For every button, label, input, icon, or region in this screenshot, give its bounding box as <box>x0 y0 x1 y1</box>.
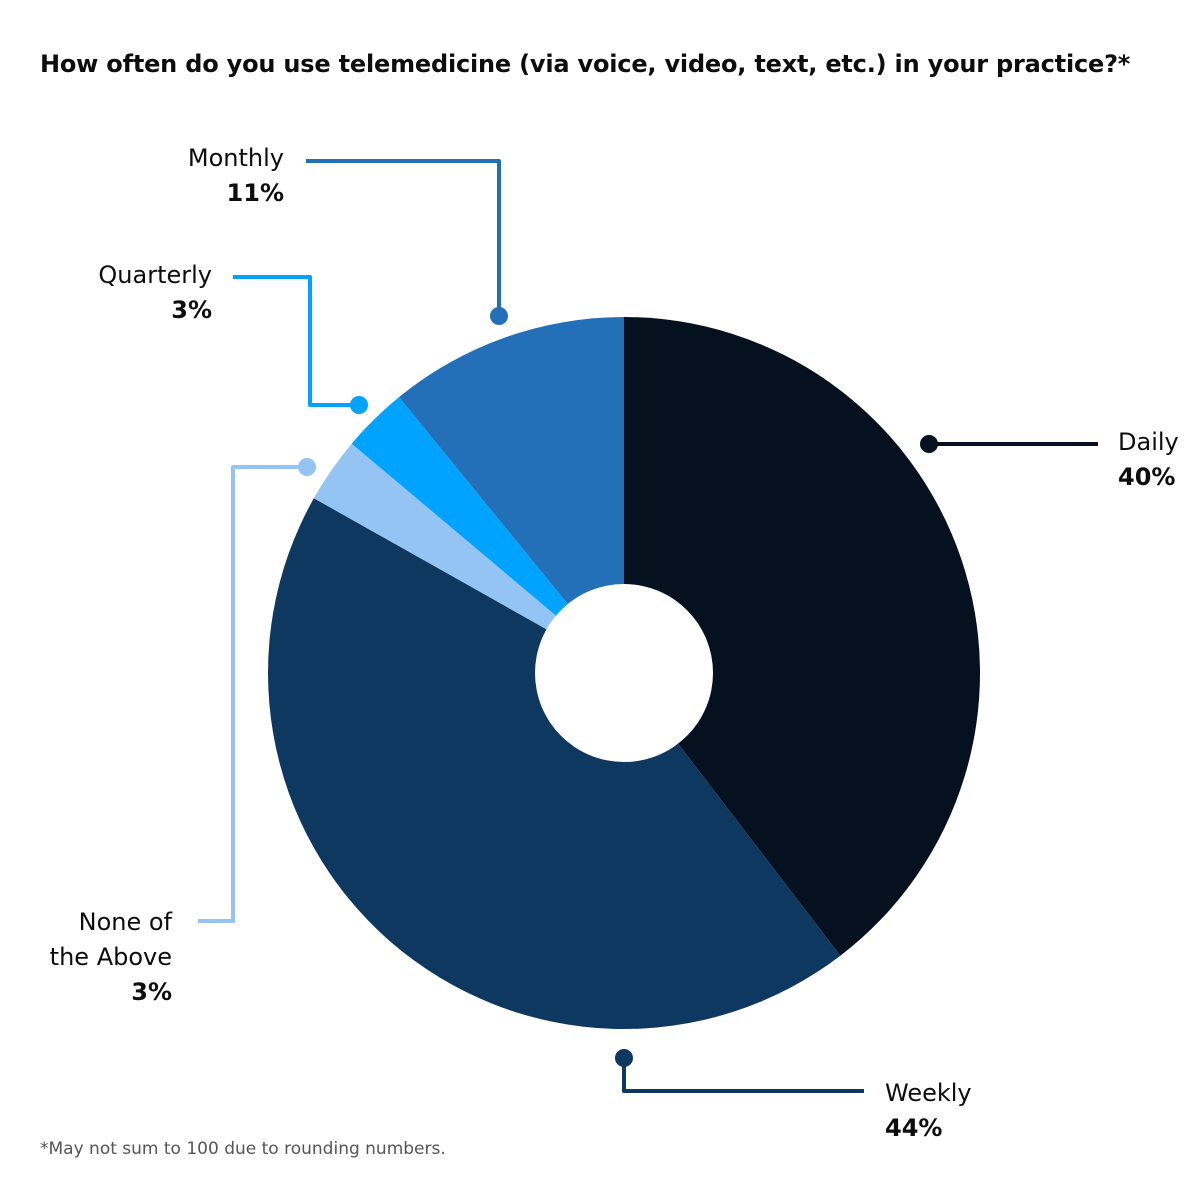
label-monthly-name: Monthly <box>187 144 284 172</box>
leader-lines <box>198 159 1098 1093</box>
label-none-name-line2: the Above <box>49 943 172 971</box>
label-quarterly-name: Quarterly <box>98 261 212 289</box>
label-quarterly: Quarterly 3% <box>98 258 212 328</box>
leader-dot-none-of-the-above <box>298 458 316 476</box>
label-daily: Daily 40% <box>1118 425 1179 495</box>
label-monthly: Monthly 11% <box>188 141 284 211</box>
leader-dot-weekly <box>615 1049 633 1067</box>
leader-line-none-of-the-above <box>198 465 307 923</box>
leader-dot-quarterly <box>350 396 368 414</box>
label-weekly: Weekly 44% <box>885 1076 972 1146</box>
label-weekly-name: Weekly <box>885 1079 972 1107</box>
leader-line-weekly <box>622 1058 864 1093</box>
donut-hole <box>535 584 713 762</box>
slice-group <box>268 317 980 1029</box>
slice-weekly <box>268 498 841 1029</box>
label-none-value: 3% <box>131 978 172 1006</box>
label-none-name-line1: None of <box>78 908 172 936</box>
label-daily-name: Daily <box>1118 428 1179 456</box>
footnote: *May not sum to 100 due to rounding numb… <box>40 1139 446 1159</box>
slice-none-of-the-above <box>313 443 624 673</box>
leader-line-monthly <box>306 159 501 316</box>
label-weekly-value: 44% <box>885 1114 943 1142</box>
label-daily-value: 40% <box>1118 463 1176 491</box>
label-quarterly-value: 3% <box>171 296 212 324</box>
label-none-of-the-above: None of the Above 3% <box>50 905 172 1010</box>
leader-dot-monthly <box>490 307 508 325</box>
slice-quarterly <box>351 397 624 673</box>
label-monthly-value: 11% <box>226 179 284 207</box>
slice-daily <box>624 317 980 956</box>
leader-dot-daily <box>920 435 938 453</box>
slice-monthly <box>398 317 624 673</box>
leader-line-quarterly <box>233 275 359 407</box>
chart-title: How often do you use telemedicine (via v… <box>40 50 1131 78</box>
